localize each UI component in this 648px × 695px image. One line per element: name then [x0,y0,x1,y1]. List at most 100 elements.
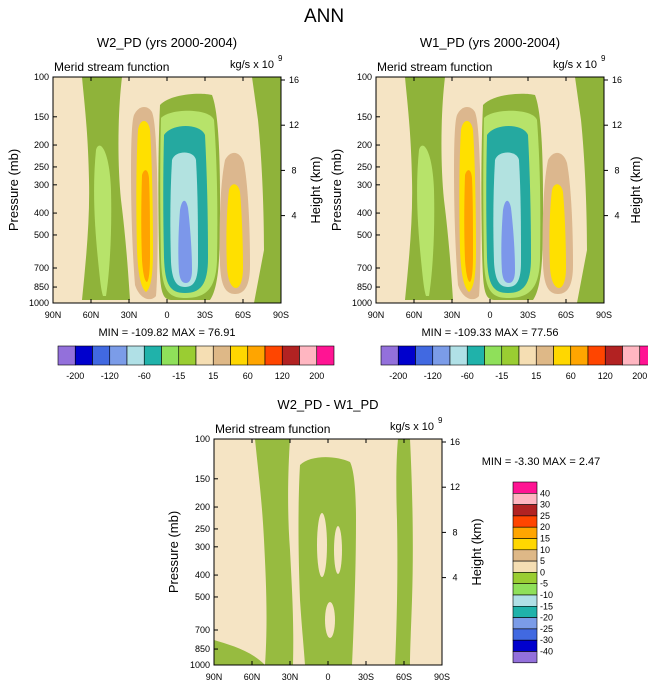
colorbar-swatch [92,345,111,366]
colorbar-top: -200 -120 -60 -15 15 60 120 200 -200 -120 -60 -15 15… [57,345,648,381]
y-tick-label: 250 [195,524,210,534]
panel-title: W2_PD - W1_PD [277,397,378,412]
colorbar-swatch [74,345,93,366]
colorbar-swatch [432,345,451,366]
y-tick-label: 100 [195,434,210,444]
y2-tick-label: 12 [612,120,622,130]
y-tick-label: 200 [357,140,372,150]
colorbar-swatch [178,345,197,366]
colorbar-swatch [639,345,648,366]
colorbar-label: -25 [540,624,553,634]
y-tick-label: 150 [357,112,372,122]
y-tick-label: 500 [34,230,49,240]
y-tick-label: 250 [357,162,372,172]
y-tick-label: 1000 [29,298,49,308]
colorbar-label: -20 [540,613,553,623]
x-tick-label: 30N [444,310,461,320]
panel-difference: W2_PD - W1_PD Merid stream function kg/s… [166,397,600,682]
colorbar-swatch [512,617,538,630]
colorbar-swatch [512,492,538,505]
y-tick-label: 700 [357,263,372,273]
panel-left-label: Merid stream function [377,60,492,74]
y2-tick-label: 16 [450,437,460,447]
colorbar-label: -15 [172,371,185,381]
axes: 90N 60N 30N 0 30S 60S 90S 100 150 200 250 300 400 500… [29,72,299,320]
colorbar-swatch [512,515,538,528]
y-tick-label: 500 [195,592,210,602]
contour-field [52,76,282,304]
figure-title: ANN [304,6,344,27]
x-tick-label: 30S [358,672,374,682]
colorbar-swatch [518,345,537,366]
units-label: kg/s x 10 [553,59,597,71]
y2-axis-label: Height (km) [628,156,643,223]
contour-neg15-nh [94,145,112,296]
colorbar-label: 40 [540,488,550,498]
panel-left-label: Merid stream function [215,422,330,436]
colorbar-swatch [484,345,503,366]
y-tick-label: 850 [195,644,210,654]
colorbar-label: -60 [138,371,151,381]
colorbar-swatch [512,639,538,652]
y-axis-label: Pressure (mb) [329,149,344,231]
colorbar-swatch [299,345,318,366]
x-tick-label: 90S [596,310,612,320]
colorbar-swatch [501,345,520,366]
panel-left-label: Merid stream function [54,60,169,74]
colorbar-swatch [512,560,538,573]
colorbar-label: -200 [66,371,84,381]
axes: 90N 60N 30N 0 30S 60S 90S 100 150 200 250 300 400 500… [190,434,460,682]
colorbar-swatch [466,345,485,366]
x-tick-label: 0 [325,672,330,682]
colorbar-swatch [512,583,538,596]
x-tick-label: 30S [197,310,213,320]
min-max-label: MIN = -3.30 MAX = 2.47 [482,456,601,468]
colorbar-label: 60 [566,371,576,381]
y-tick-label: 700 [34,263,49,273]
colorbar-swatch [161,345,180,366]
contour-zero-eq-c [325,602,335,638]
colorbar-swatch [535,345,554,366]
colorbar-swatch [570,345,589,366]
colorbar-swatch [316,345,335,366]
panel-title: W1_PD (yrs 2000-2004) [420,35,560,50]
colorbar-swatch [622,345,641,366]
colorbar-swatch [143,345,162,366]
contour-neg5-c [395,439,413,665]
colorbar-label: 15 [540,534,550,544]
colorbar-label: 5 [540,556,545,566]
colorbar-label: 15 [208,371,218,381]
colorbar-label: 120 [275,371,290,381]
y-tick-label: 300 [195,542,210,552]
y-tick-label: 300 [34,180,49,190]
colorbar-swatch [415,345,434,366]
contour-neg200-eq [178,200,192,283]
colorbar-swatch [212,345,231,366]
colorbar-swatch [57,345,76,366]
contour-neg200-eq [501,200,515,283]
x-tick-label: 60N [83,310,100,320]
x-tick-label: 90N [368,310,385,320]
contour-field [213,438,443,666]
colorbar-label: 15 [531,371,541,381]
x-tick-label: 90S [434,672,450,682]
colorbar-swatch [587,345,606,366]
colorbar-label: -5 [540,579,548,589]
y2-tick-label: 8 [614,165,619,175]
panel-title: W2_PD (yrs 2000-2004) [97,35,237,50]
x-tick-label: 90N [206,672,223,682]
contour-zero-eq-a [317,513,327,577]
y-tick-label: 850 [34,282,49,292]
y-tick-label: 850 [357,282,372,292]
units-exponent: 9 [438,416,443,425]
x-tick-label: 60S [558,310,574,320]
contour-pos60-sh [226,184,243,288]
colorbar-swatch [553,345,572,366]
colorbar-label: 200 [632,371,647,381]
colorbar-label: 60 [243,371,253,381]
y2-tick-label: 4 [291,211,296,221]
y-tick-label: 400 [34,208,49,218]
y2-axis-label: Height (km) [308,156,323,223]
y-tick-label: 400 [195,570,210,580]
